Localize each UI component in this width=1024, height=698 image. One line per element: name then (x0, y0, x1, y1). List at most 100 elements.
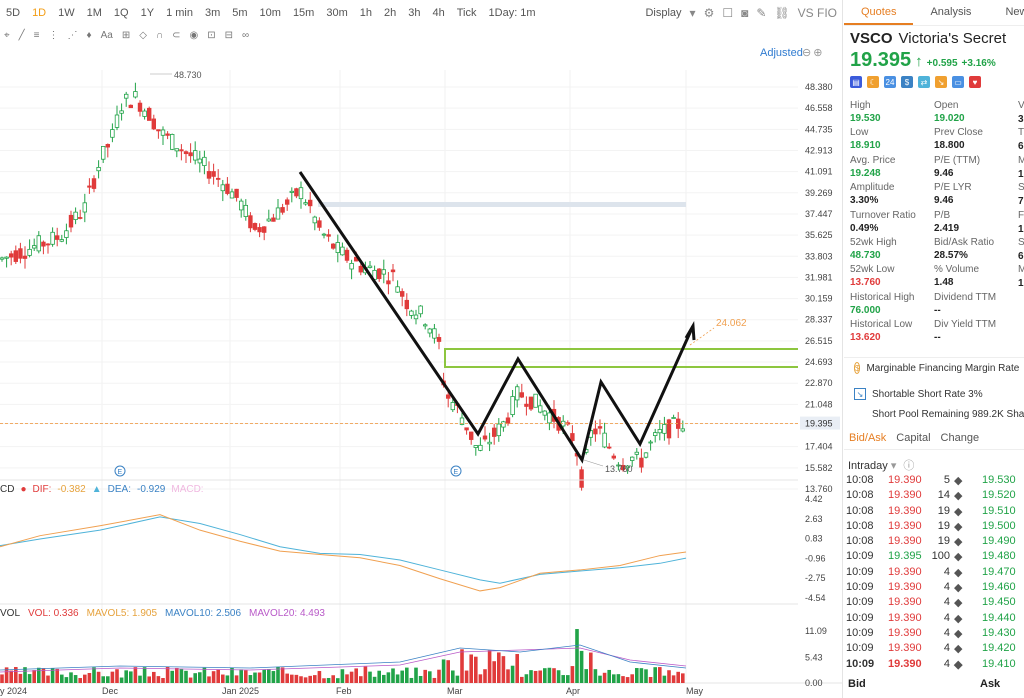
timeframe-10m[interactable]: 10m (259, 7, 281, 19)
zoom-controls[interactable]: ⊖⊕ (802, 47, 825, 59)
display-menu[interactable]: Display (645, 7, 682, 19)
timeframe-4h[interactable]: 4h (432, 7, 445, 19)
tick-row: 10:09 19.390 4 ◆ 19.430 (846, 627, 1024, 642)
up-candle (616, 464, 621, 467)
up-candle (110, 129, 115, 138)
up-candle (312, 216, 317, 224)
up-volume-bar (184, 670, 188, 683)
up-candle (169, 134, 175, 150)
price-change: +0.595 (926, 58, 958, 69)
camera-icon[interactable]: ◙ (741, 6, 749, 20)
brush-tool-icon[interactable]: ♦ (86, 29, 92, 41)
compare-button[interactable]: VS FIO (797, 6, 837, 20)
ask-price: 19.470 (982, 565, 1016, 578)
lock-tool-icon[interactable]: ⊡ (207, 29, 216, 41)
up-volume-bar (69, 672, 73, 683)
down-candle (151, 118, 156, 130)
shape-tool-icon[interactable]: ◇ (139, 29, 147, 41)
timeframe-5m[interactable]: 5m (232, 7, 248, 19)
down-candle (326, 234, 331, 237)
mavol10-value: MAVOL10: 2.506 (165, 608, 242, 619)
tick-price: 19.390 (888, 474, 922, 486)
company-name: Victoria's Secret (898, 30, 1007, 47)
sync-tool-icon[interactable]: ∞ (242, 29, 250, 41)
down-volume-bar (363, 666, 368, 683)
timeframe-1d[interactable]: 1D (32, 7, 47, 19)
arc-tool-icon[interactable]: ∩ (155, 29, 164, 41)
up-candle (32, 245, 37, 249)
timeframe-1-min[interactable]: 1 min (166, 7, 193, 19)
tab-analysis[interactable]: Analysis (930, 6, 972, 18)
hline-tool-icon[interactable]: ≡ (33, 29, 40, 41)
up-volume-bar (50, 668, 55, 683)
up-candle (395, 286, 400, 293)
layout-icon[interactable]: ☐ (722, 6, 734, 20)
margin-icon[interactable]: ⇄ (918, 76, 930, 88)
cursor-tool-icon[interactable]: ⌖ (4, 29, 10, 41)
stat-value: 0.49% (850, 222, 879, 234)
timeframe-3h[interactable]: 3h (408, 7, 421, 19)
24h-icon[interactable]: 24 (884, 76, 896, 88)
measure-tool-icon[interactable]: ⊞ (121, 29, 131, 41)
tab-bidask[interactable]: Bid/Ask (849, 432, 887, 444)
up-volume-bar (372, 676, 377, 683)
timeframe-tick[interactable]: Tick (456, 7, 477, 19)
up-candle (496, 423, 501, 437)
timeframe-2h[interactable]: 2h (384, 7, 397, 19)
fib-tool-icon[interactable]: ⋮ (48, 29, 59, 41)
favorite-icon[interactable]: ♥ (969, 76, 981, 88)
intraday-label: Intraday (848, 460, 888, 472)
tab-news[interactable]: News (1005, 6, 1024, 18)
stat-clipped-col: 1 (1018, 278, 1024, 290)
draw-icon[interactable]: ✎ (756, 6, 767, 20)
intraday-select[interactable]: Intraday ▾ ⓘ (848, 457, 914, 473)
magnet-tool-icon[interactable]: ⊂ (172, 29, 181, 41)
eye-tool-icon[interactable]: ◉ (189, 29, 199, 41)
timeframe-3m[interactable]: 3m (204, 7, 221, 19)
info-icon[interactable]: ⓘ (903, 460, 915, 472)
tick-row: 10:08 19.390 19 ◆ 19.510 (846, 505, 1024, 520)
delete-tool-icon[interactable]: ⊟ (224, 29, 234, 41)
tab-quotes[interactable]: Quotes (844, 0, 914, 25)
timeframe-1day-1m[interactable]: 1Day: 1m (488, 7, 536, 19)
down-volume-bar (446, 660, 450, 683)
tab-capital[interactable]: Capital (896, 432, 931, 444)
timeframe-1h[interactable]: 1h (359, 7, 372, 19)
timeframe-1y[interactable]: 1Y (140, 7, 155, 19)
shortable-row[interactable]: ↘ Shortable Short Rate 3% (844, 384, 1024, 404)
down-candle (611, 455, 616, 459)
settings-icon[interactable]: ⚙ (703, 6, 715, 20)
timeframe-1w[interactable]: 1W (58, 7, 75, 19)
timeframe-1q[interactable]: 1Q (113, 7, 129, 19)
tick-row: 10:09 19.390 4 ◆ 19.470 (846, 566, 1024, 581)
up-candle (501, 421, 506, 428)
down-volume-bar (165, 667, 170, 683)
timeframe-5d[interactable]: 5D (6, 7, 21, 19)
adjusted-toggle[interactable]: Adjusted (760, 47, 803, 59)
short-icon[interactable]: ↘ (935, 76, 947, 88)
night-trading-icon[interactable]: ☾ (867, 76, 879, 88)
vol-name: VOL (0, 608, 21, 619)
up-candle (653, 432, 658, 436)
link-icon[interactable]: ⛓ (774, 6, 790, 20)
options-icon[interactable]: $ (901, 76, 913, 88)
up-candle (197, 158, 202, 164)
chat-icon[interactable]: ▭ (952, 76, 964, 88)
text-tool-icon[interactable]: Aa (100, 29, 113, 41)
down-volume-bar (469, 654, 473, 683)
margin-financing-row[interactable]: $ Marginable Financing Margin Rate (844, 358, 1024, 378)
margin-financing-label: Marginable Financing Margin Rate (866, 362, 1020, 374)
down-volume-bar (515, 654, 519, 683)
tab-change[interactable]: Change (940, 432, 980, 444)
trendline-tool-icon[interactable]: ╱ (18, 29, 25, 41)
timeframe-1m[interactable]: 1M (86, 7, 102, 19)
short-icon: ↘ (854, 388, 866, 400)
stat-clipped-col: 1 (1018, 168, 1024, 180)
up-candle (602, 432, 607, 448)
timeframe-15m[interactable]: 15m (292, 7, 315, 19)
price-chart[interactable]: 48.380 46.558 44.735 42.913 41.091 39.269 37.4… (0, 70, 843, 698)
up-volume-bar (382, 674, 386, 683)
chart-pane[interactable]: 5D 1D 1W 1M 1Q 1Y 1 min 3m 5m 10m 15m 30m 1h 2h 3h 4h Ti… (0, 0, 843, 698)
channel-tool-icon[interactable]: ⋰ (67, 29, 78, 41)
timeframe-30m[interactable]: 30m (326, 7, 348, 19)
